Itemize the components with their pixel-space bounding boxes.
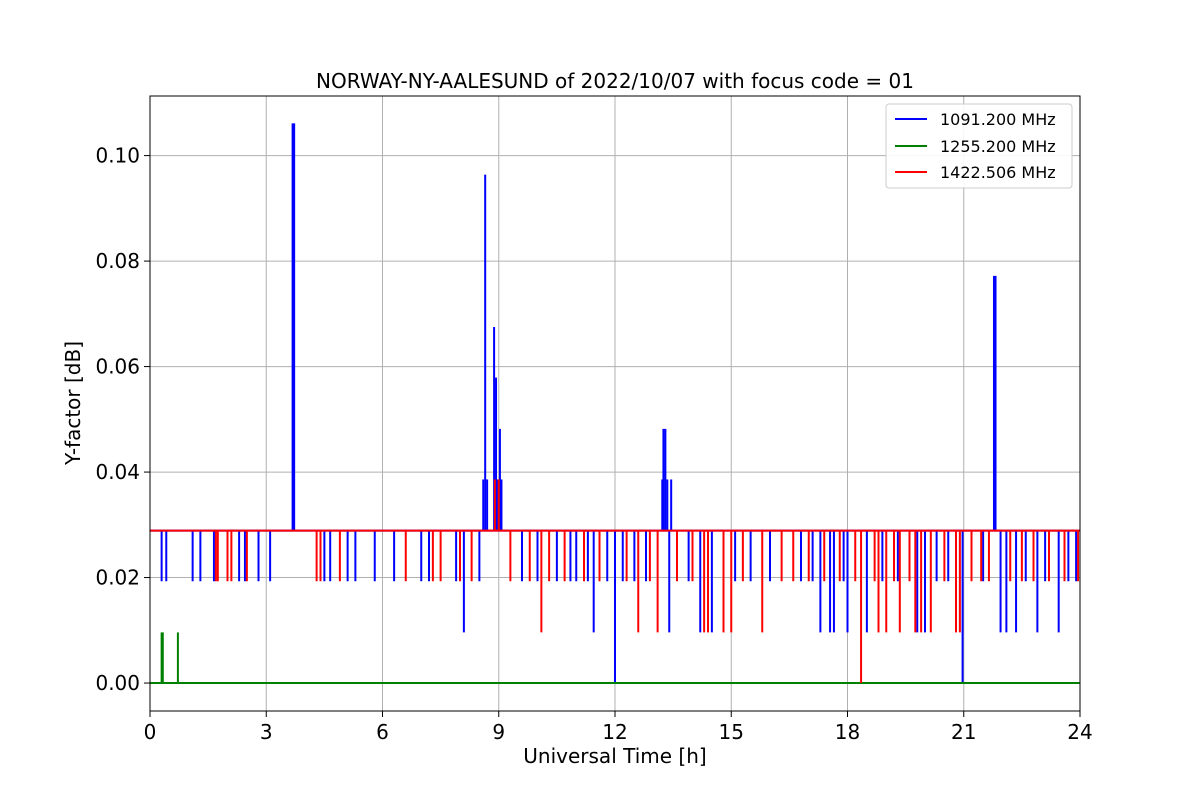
chart-title: NORWAY-NY-AALESUND of 2022/10/07 with fo… bbox=[316, 69, 914, 93]
y-tick-label: 0.04 bbox=[95, 460, 140, 484]
legend-box bbox=[885, 103, 1073, 189]
legend-label-series-0: 1091.200 MHz bbox=[940, 110, 1056, 129]
plot-series bbox=[150, 123, 1080, 685]
x-tick-label: 0 bbox=[144, 720, 157, 744]
x-tick-label: 18 bbox=[835, 720, 860, 744]
x-axis-label: Universal Time [h] bbox=[523, 744, 706, 768]
y-tick-label: 0.10 bbox=[95, 144, 140, 168]
x-tick-label: 21 bbox=[951, 720, 976, 744]
series-1 bbox=[150, 632, 1080, 685]
x-tick-label: 15 bbox=[719, 720, 744, 744]
x-tick-label: 24 bbox=[1067, 720, 1092, 744]
axis-ticks: 0 3 6 9 12 15 18 21 24 0.00 0.02 0.04 0.06 0.08 0.10 bbox=[95, 144, 1092, 744]
legend: 1091.200 MHz 1255.200 MHz 1422.506 MHz bbox=[885, 103, 1073, 189]
x-tick-label: 9 bbox=[492, 720, 505, 744]
legend-label-series-2: 1422.506 MHz bbox=[940, 163, 1056, 182]
y-axis-label: Y-factor [dB] bbox=[61, 341, 85, 466]
y-tick-label: 0.02 bbox=[95, 566, 140, 590]
legend-label-series-1: 1255.200 MHz bbox=[940, 137, 1056, 156]
x-tick-label: 12 bbox=[602, 720, 627, 744]
x-tick-label: 6 bbox=[376, 720, 389, 744]
y-tick-label: 0.06 bbox=[95, 355, 140, 379]
x-tick-label: 3 bbox=[260, 720, 273, 744]
y-tick-label: 0.08 bbox=[95, 249, 140, 273]
series-2 bbox=[150, 479, 1080, 684]
y-tick-label: 0.00 bbox=[95, 671, 140, 695]
